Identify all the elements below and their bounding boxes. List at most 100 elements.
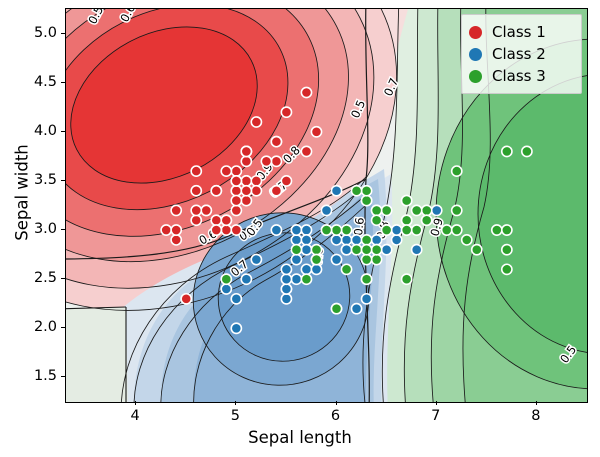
legend-label-class-1: Class 1	[492, 22, 546, 41]
data-point	[250, 116, 263, 128]
data-point	[230, 165, 243, 178]
data-point	[220, 214, 233, 227]
data-point	[220, 283, 233, 295]
y-tick-mark	[61, 32, 65, 34]
y-tick-mark	[61, 327, 65, 329]
x-tick-label: 5	[230, 408, 240, 424]
y-tick-mark	[61, 179, 65, 181]
green-region	[362, 9, 587, 402]
data-point	[270, 135, 283, 148]
data-point	[290, 273, 303, 286]
data-point	[180, 292, 193, 305]
data-point	[290, 253, 303, 266]
data-point	[350, 233, 363, 246]
data-point	[280, 175, 293, 187]
data-point	[210, 184, 223, 197]
data-point	[210, 224, 223, 236]
x-tick-mark	[135, 401, 137, 405]
y-tick-label: 4.0	[33, 122, 57, 139]
y-tick-mark	[61, 229, 65, 231]
legend-label-class-2: Class 2	[492, 44, 546, 63]
y-tick-mark	[61, 130, 65, 132]
data-point	[200, 204, 213, 217]
x-axis-label: Sepal length	[248, 428, 352, 447]
pale-left-region	[66, 307, 128, 402]
data-point	[360, 243, 373, 256]
x-tick-label: 8	[531, 408, 541, 424]
data-point	[500, 145, 513, 158]
data-point	[280, 263, 293, 276]
data-point	[310, 125, 323, 138]
legend-item-class-1[interactable]: Class 1	[469, 21, 573, 43]
data-point	[230, 292, 243, 305]
data-point	[330, 233, 343, 246]
x-tick-mark	[335, 401, 337, 405]
y-tick-mark	[61, 81, 65, 83]
data-point	[490, 224, 503, 236]
data-point	[410, 243, 423, 256]
data-point	[320, 224, 333, 236]
data-point	[280, 106, 293, 119]
data-point	[170, 224, 183, 236]
data-point	[220, 224, 233, 236]
data-point	[360, 194, 373, 207]
data-point	[230, 322, 243, 335]
data-point	[460, 233, 473, 246]
legend-item-class-2[interactable]: Class 2	[469, 43, 573, 65]
data-point	[230, 194, 243, 207]
y-tick-label: 5.0	[33, 24, 57, 41]
contour-label: 0.6	[351, 217, 367, 237]
y-tick-label: 3.5	[33, 171, 57, 188]
data-point	[170, 204, 183, 217]
legend-item-class-3[interactable]: Class 3	[469, 65, 573, 87]
series-class-3	[220, 145, 533, 315]
data-point	[340, 263, 353, 276]
data-point	[350, 302, 363, 315]
legend-marker-class-2	[469, 47, 482, 61]
data-point	[310, 263, 323, 276]
data-point	[300, 233, 313, 246]
data-point	[270, 155, 283, 168]
data-point	[330, 224, 343, 236]
data-point	[280, 283, 293, 295]
data-point	[350, 184, 363, 197]
series-class-1	[160, 86, 323, 305]
data-point	[190, 184, 203, 197]
data-point	[300, 243, 313, 256]
data-point	[260, 155, 273, 168]
data-point	[210, 214, 223, 227]
data-point	[410, 204, 423, 217]
data-point	[330, 253, 343, 266]
data-point	[400, 224, 413, 236]
y-tick-mark	[61, 376, 65, 378]
x-tick-label: 6	[330, 408, 341, 424]
y-tick-label: 2.5	[33, 270, 57, 287]
data-point	[190, 165, 203, 178]
data-point	[230, 204, 243, 217]
data-point	[280, 273, 293, 286]
data-point	[240, 145, 253, 158]
y-axis-label: Sepal width	[12, 144, 32, 241]
data-point	[230, 184, 243, 197]
data-point	[240, 155, 253, 168]
data-point	[410, 224, 423, 236]
data-point	[420, 214, 433, 227]
data-point	[380, 243, 393, 256]
data-point	[440, 224, 453, 236]
data-point	[370, 243, 383, 256]
y-tick-label: 4.5	[33, 73, 57, 90]
x-tick-label: 4	[130, 408, 140, 424]
data-point	[360, 233, 373, 246]
data-point	[250, 175, 263, 187]
x-tick-mark	[235, 401, 237, 405]
scatter-points	[160, 86, 533, 335]
y-tick-label: 1.5	[33, 368, 57, 385]
data-point	[160, 224, 173, 236]
x-tick-mark	[435, 401, 437, 405]
x-tick-label: 7	[431, 408, 441, 424]
legend[interactable]: Class 1 Class 2 Class 3	[461, 14, 582, 94]
y-tick-mark	[61, 278, 65, 280]
data-point	[240, 184, 253, 197]
data-point	[360, 292, 373, 305]
